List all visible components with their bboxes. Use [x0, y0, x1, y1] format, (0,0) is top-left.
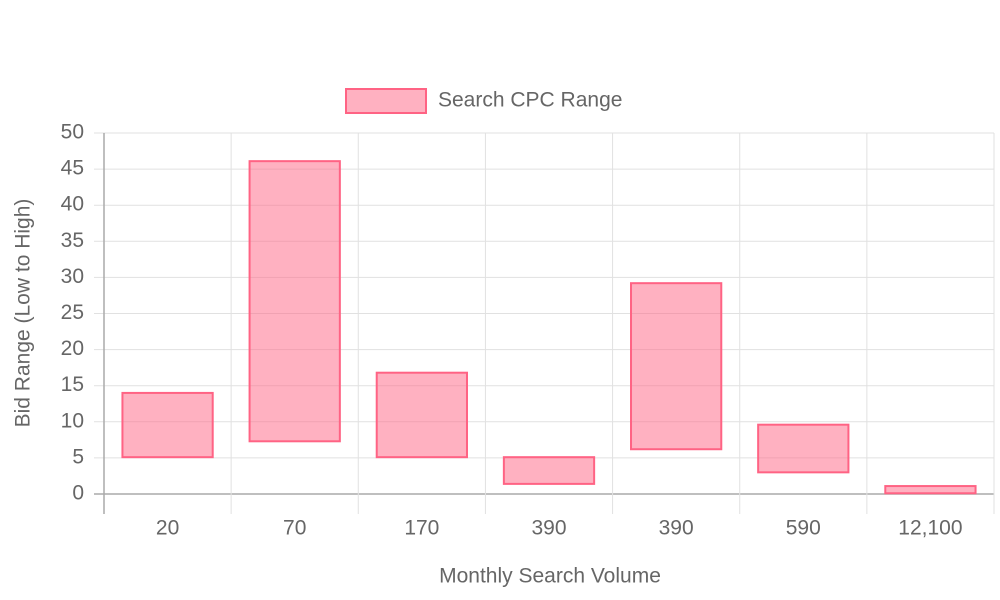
y-tick-label: 35: [61, 229, 84, 252]
x-axis-title: Monthly Search Volume: [439, 565, 661, 588]
y-tick-label: 10: [61, 409, 84, 432]
y-tick-label: 20: [61, 337, 84, 360]
bar: [248, 160, 341, 443]
bar: [502, 456, 596, 485]
y-axis-title: Bid Range (Low to High): [12, 199, 35, 428]
x-tick-label: 20: [156, 517, 179, 540]
x-tick-label: 390: [531, 517, 566, 540]
x-tick-label: 170: [404, 517, 439, 540]
y-tick-label: 0: [72, 482, 84, 505]
y-tick-label: 5: [72, 445, 84, 468]
y-tick-label: 25: [61, 301, 84, 324]
y-tick-label: 15: [61, 373, 84, 396]
bar: [121, 391, 214, 459]
x-tick-label: 390: [659, 517, 694, 540]
y-tick-label: 50: [61, 121, 84, 144]
y-tick-label: 40: [61, 193, 84, 216]
bar: [630, 282, 723, 451]
x-tick-label: 12,100: [898, 517, 962, 540]
y-tick-label: 30: [61, 265, 84, 288]
bar: [884, 485, 977, 495]
x-tick-label: 590: [786, 517, 821, 540]
bar: [757, 423, 850, 474]
y-tick-label: 45: [61, 157, 84, 180]
legend-label: Search CPC Range: [438, 89, 622, 112]
x-tick-label: 70: [283, 517, 306, 540]
bar: [375, 371, 468, 459]
legend-swatch: [345, 88, 427, 114]
